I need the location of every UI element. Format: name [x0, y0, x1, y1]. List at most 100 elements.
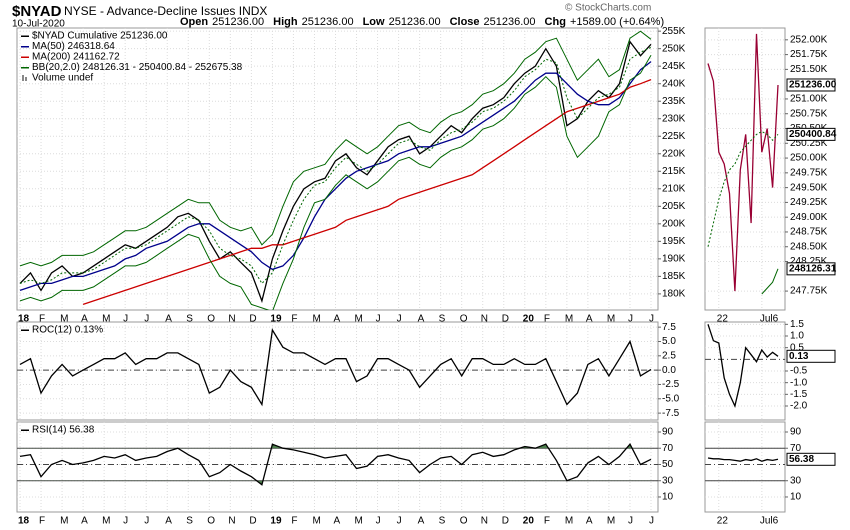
legend-entry: MA(50) 246318.64	[32, 41, 115, 52]
value-tag-box	[786, 452, 836, 466]
x-tick-label: A	[81, 314, 88, 325]
x-tick-label: S	[439, 516, 446, 527]
value-tag: 251236.00	[789, 80, 837, 91]
y-tick-label: 205K	[662, 201, 686, 212]
y-tick-label: 249.25K	[790, 197, 828, 208]
quote-label: Close	[450, 16, 480, 28]
y-tick-label: -0.5	[790, 366, 808, 377]
x-tick-label: D	[249, 314, 256, 325]
y-tick-label: 185K	[662, 271, 686, 282]
x-tick-label: 18	[18, 516, 30, 527]
x-tick-label: A	[165, 516, 172, 527]
quote-value: 251236.00	[389, 16, 441, 28]
value-tag: 248126.31	[789, 263, 837, 274]
quote-label: High	[273, 16, 298, 28]
x-tick-label: M	[102, 314, 110, 325]
y-tick-label: 250.75K	[790, 108, 828, 119]
value-tag-box	[786, 349, 836, 363]
x-tick-label: 20	[523, 516, 535, 527]
x-tick-label: J	[649, 314, 654, 325]
x-tick-label: J	[144, 516, 149, 527]
y-tick-label: 249.50K	[790, 182, 828, 193]
y-tick-label: 252.00K	[790, 34, 828, 45]
x-tick-label: 18	[18, 314, 30, 325]
x-tick-label: A	[418, 516, 425, 527]
x-tick-label: 22	[717, 516, 729, 527]
x-tick-label: J	[628, 314, 633, 325]
legend-swatch	[25, 77, 27, 81]
y-tick-label: 248.50K	[790, 241, 828, 252]
series-line	[707, 130, 779, 247]
x-tick-label: N	[481, 314, 488, 325]
x-tick-label: J	[649, 516, 654, 527]
panel-frame	[704, 421, 786, 513]
y-tick-label: 250.00K	[790, 153, 828, 164]
legend-swatch	[21, 429, 29, 431]
y-tick-label: 70	[790, 443, 802, 454]
y-tick-label: 247.75K	[790, 286, 828, 297]
y-tick-label: 90	[662, 427, 674, 438]
x-tick-label: 19	[270, 516, 282, 527]
value-tag: 0.13	[789, 351, 809, 362]
x-tick-label: A	[334, 516, 341, 527]
x-tick-label: M	[355, 314, 363, 325]
x-tick-label: O	[460, 314, 468, 325]
y-tick-label: 0.0	[662, 365, 676, 376]
y-tick-label: 10	[790, 492, 802, 503]
x-tick-label: S	[186, 516, 193, 527]
y-tick-label: 70	[662, 443, 674, 454]
symbol: $NYAD	[12, 3, 62, 20]
band-line	[19, 54, 652, 310]
x-tick-label: F	[39, 314, 45, 325]
security-name: NYSE - Advance-Decline Issues INDX	[64, 4, 267, 18]
y-tick-label: 215K	[662, 166, 686, 177]
value-tag: 56.38	[789, 454, 814, 465]
x-tick-label: J	[144, 314, 149, 325]
y-tick-label: 251.75K	[790, 49, 828, 60]
x-tick-label: N	[228, 516, 235, 527]
y-tick-label: 30	[662, 475, 674, 486]
panel-frame	[16, 421, 659, 513]
panel-frame	[16, 321, 659, 421]
y-tick-label: 248.75K	[790, 227, 828, 238]
quote-label: Low	[363, 16, 385, 28]
legend-swatch	[21, 46, 29, 48]
y-tick-label: 250K	[662, 43, 686, 54]
y-tick-label: 0.5	[790, 342, 804, 353]
credit: © StockCharts.com	[565, 3, 651, 14]
y-tick-label: 250.25K	[790, 138, 828, 149]
legend-entry: $NYAD Cumulative 251236.00	[32, 31, 168, 42]
y-tick-label: 225K	[662, 131, 686, 142]
quote-value: +1589.00 (+0.64%)	[570, 16, 664, 28]
y-tick-label: 210K	[662, 183, 686, 194]
y-tick-label: -7.5	[662, 408, 680, 419]
legend-entry: BB(20,2.0) 248126.31 - 250400.84 - 25267…	[32, 62, 243, 73]
x-tick-label: A	[586, 314, 593, 325]
x-tick-label: D	[249, 516, 256, 527]
x-tick-label: J	[628, 516, 633, 527]
y-tick-label: 240K	[662, 78, 686, 89]
x-tick-label: M	[60, 516, 68, 527]
x-tick-label: Jul6	[760, 516, 779, 527]
x-tick-label: M	[102, 516, 110, 527]
y-tick-label: 255K	[662, 26, 686, 37]
y-tick-label: 1.5	[790, 319, 804, 330]
x-tick-label: M	[607, 516, 615, 527]
series-line	[82, 78, 652, 306]
series-line	[19, 443, 652, 486]
legend-swatch	[21, 56, 29, 58]
quote-value: 251236.00	[212, 16, 264, 28]
x-tick-label: M	[565, 314, 573, 325]
y-tick-label: -5.0	[662, 393, 680, 404]
x-tick-label: S	[439, 314, 446, 325]
quote: Open 251236.00 High 251236.00 Low 251236.00 Cl…	[180, 16, 664, 28]
x-tick-label: J	[376, 516, 381, 527]
y-tick-label: 10	[662, 492, 674, 503]
quote-label: Chg	[545, 16, 566, 28]
x-tick-label: O	[207, 314, 215, 325]
series-line	[707, 33, 779, 292]
y-tick-label: 30	[790, 475, 802, 486]
band-line	[19, 30, 652, 267]
date: 10-Jul-2020	[12, 19, 65, 30]
